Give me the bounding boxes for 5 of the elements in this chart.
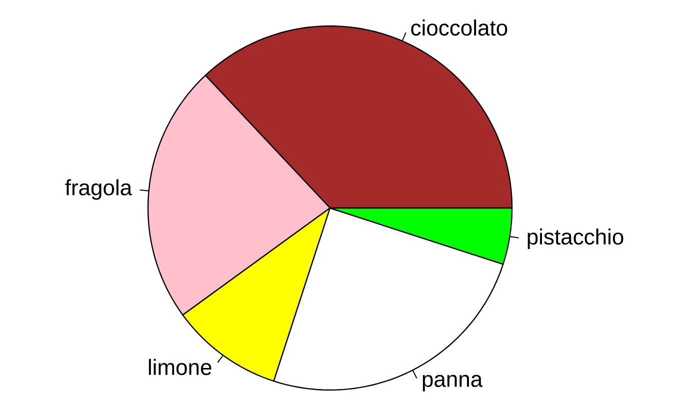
slice-label: panna (422, 374, 483, 392)
slice-label: cioccolato (411, 20, 508, 36)
slice-label: limone (148, 358, 212, 376)
slice-label: pistacchio (528, 228, 624, 249)
slice-label: fragola (65, 179, 132, 200)
